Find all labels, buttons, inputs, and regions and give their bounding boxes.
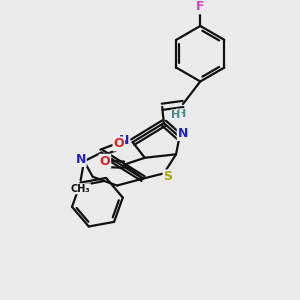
Text: N: N [119,134,129,147]
Text: CH₃: CH₃ [71,184,90,194]
Text: O: O [113,137,124,150]
Text: H: H [171,110,181,121]
Text: N: N [178,127,188,140]
Text: N: N [75,153,86,166]
Text: F: F [196,0,205,14]
Text: O: O [100,155,110,168]
Text: H: H [177,110,186,119]
Text: S: S [164,170,172,183]
